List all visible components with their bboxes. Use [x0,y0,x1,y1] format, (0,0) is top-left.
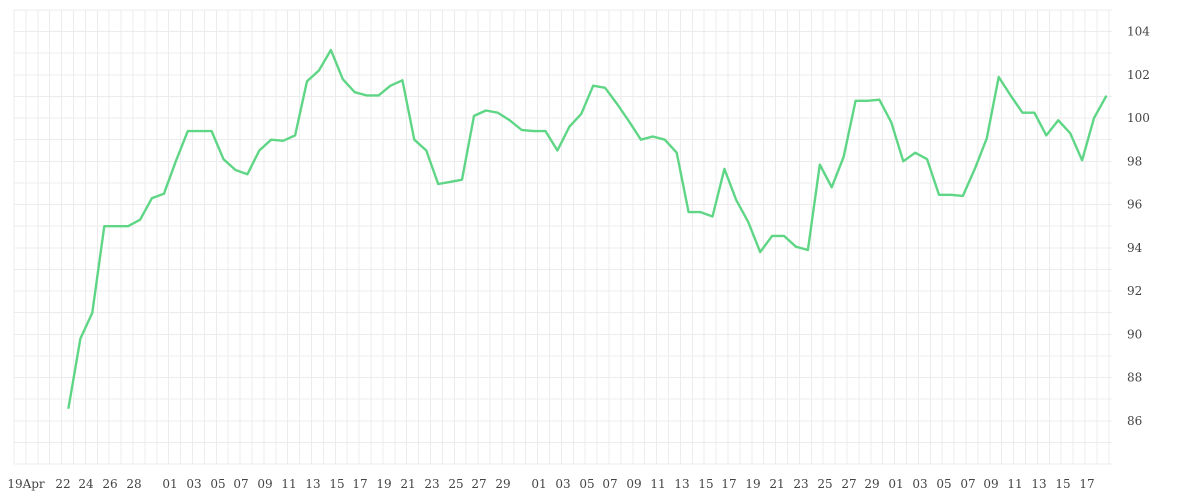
x-tick-label: 17 [352,477,367,491]
y-tick-label: 98 [1127,154,1142,168]
x-tick-label: 19 [745,477,760,491]
x-tick-label: 11 [281,477,296,491]
y-tick-label: 90 [1127,327,1142,341]
x-tick-label: 17 [721,477,736,491]
x-tick-label: 24 [78,477,94,491]
x-tick-label: 25 [817,477,832,491]
x-tick-label: 29 [864,477,879,491]
x-tick-label: 29 [495,477,510,491]
x-tick-label: 03 [912,477,927,491]
x-tick-label: 01 [162,477,177,491]
x-tick-label: 23 [793,477,808,491]
x-tick-label: 05 [210,477,225,491]
y-axis: 86 88 90 92 94 96 98 100 102 104 [1127,25,1150,428]
x-tick-label: 21 [769,477,784,491]
series-line [67,48,1108,409]
y-tick-label: 102 [1127,68,1150,82]
x-tick-label: 27 [471,477,486,491]
x-tick-label: 13 [1031,477,1046,491]
x-axis: 19Apr 22 24 26 28 01 03 05 07 09 11 13 15 17 19 21 23 25 2… [7,477,1094,491]
x-tick-label: 11 [650,477,665,491]
x-tick-label: 19Apr [7,477,45,491]
y-tick-label: 92 [1127,284,1142,298]
x-tick-label: 05 [579,477,594,491]
y-tick-label: 100 [1127,111,1150,125]
x-tick-label: 15 [329,477,344,491]
grid [13,9,1112,465]
y-tick-label: 86 [1127,414,1142,428]
x-tick-label: 07 [233,477,248,491]
x-tick-label: 23 [424,477,439,491]
x-tick-label: 28 [126,477,141,491]
x-tick-label: 25 [448,477,463,491]
x-tick-label: 15 [698,477,713,491]
y-tick-label: 94 [1127,241,1143,255]
y-tick-label: 96 [1127,198,1142,212]
x-tick-label: 07 [960,477,975,491]
x-tick-label: 11 [1007,477,1022,491]
x-tick-label: 01 [888,477,903,491]
x-tick-label: 07 [602,477,617,491]
x-tick-label: 19 [376,477,391,491]
x-tick-label: 03 [555,477,570,491]
x-tick-label: 26 [102,477,117,491]
x-tick-label: 05 [936,477,951,491]
x-tick-label: 09 [257,477,272,491]
y-tick-label: 88 [1127,371,1142,385]
x-tick-label: 27 [841,477,856,491]
x-tick-label: 22 [55,477,70,491]
x-tick-label: 15 [1055,477,1070,491]
x-tick-label: 21 [400,477,415,491]
x-tick-label: 13 [674,477,689,491]
x-tick-label: 17 [1079,477,1094,491]
x-tick-label: 01 [531,477,546,491]
x-tick-label: 09 [983,477,998,491]
y-tick-label: 104 [1127,25,1150,39]
x-tick-label: 09 [626,477,641,491]
x-tick-label: 13 [305,477,320,491]
x-tick-label: 03 [186,477,201,491]
series-layer [67,48,1108,409]
